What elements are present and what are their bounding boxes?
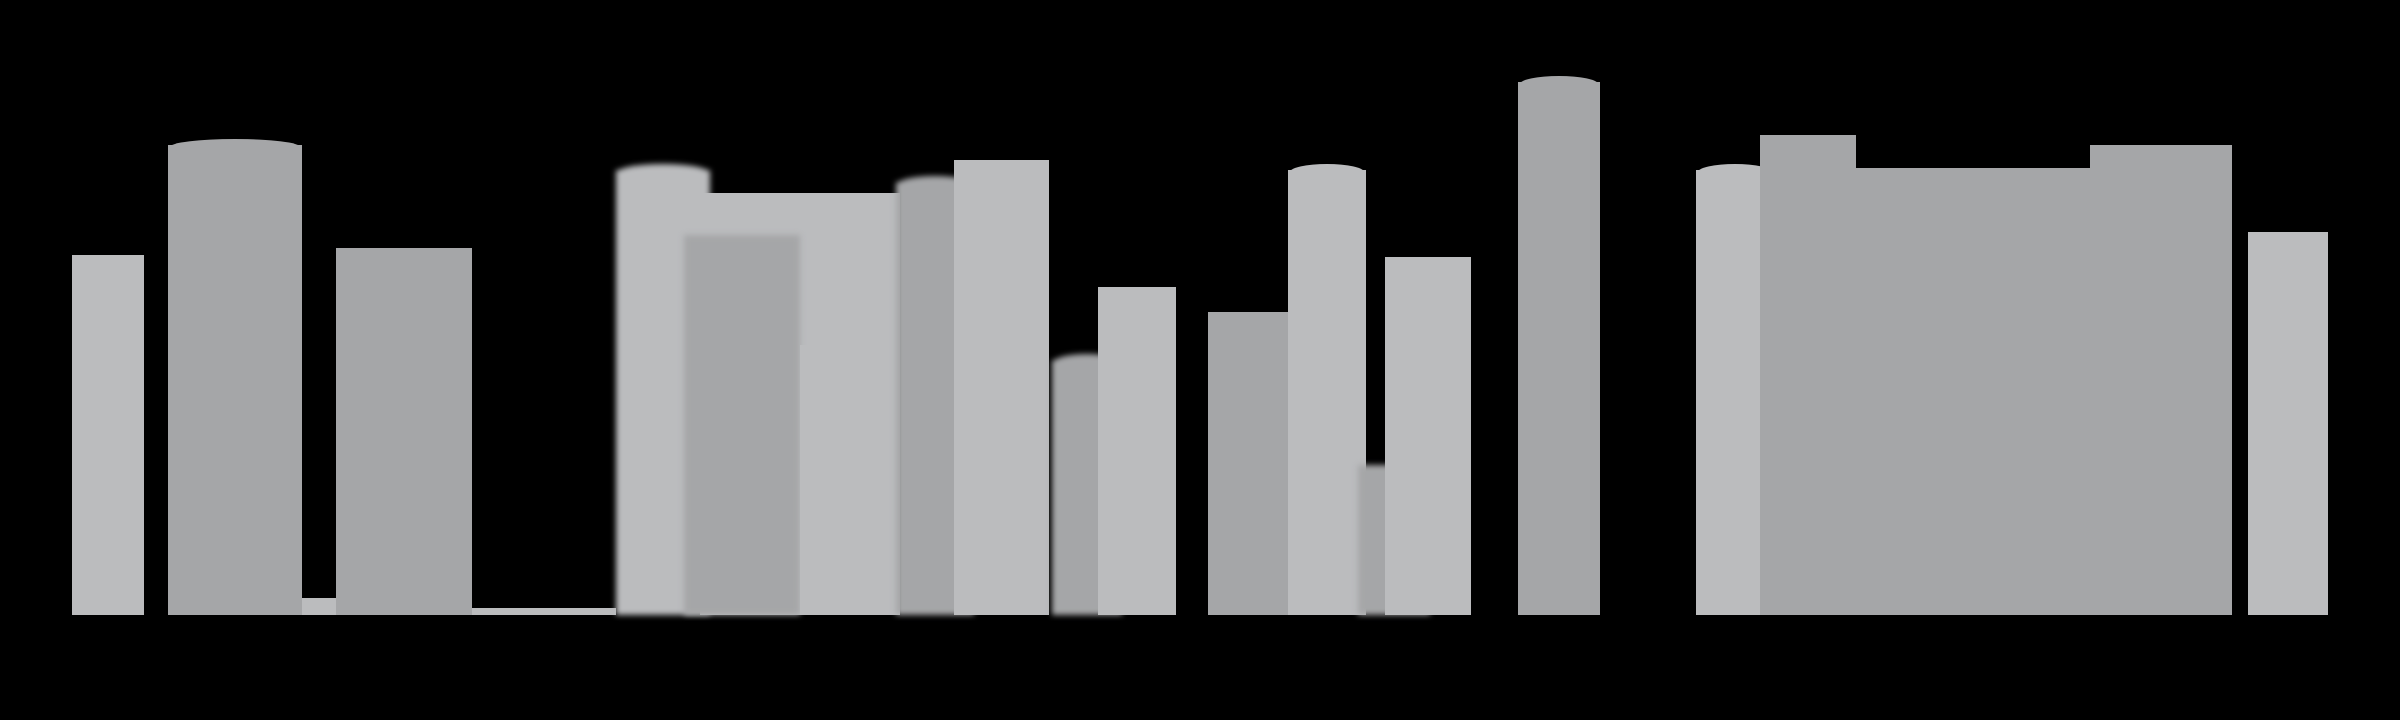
- tower-18: [1518, 76, 1600, 615]
- tower-04: [336, 248, 472, 615]
- tower-11: [954, 160, 1049, 615]
- tower-22: [2090, 145, 2232, 615]
- tower-02: [168, 139, 302, 615]
- tower-14: [1208, 312, 1288, 615]
- tower-01: [72, 255, 144, 615]
- tower-09: [800, 345, 888, 615]
- tower-15: [1288, 164, 1366, 615]
- tower-05: [472, 608, 616, 615]
- tower-17: [1385, 257, 1471, 615]
- tower-13: [1098, 287, 1176, 615]
- tower-23: [2248, 232, 2328, 615]
- tower-08: [684, 235, 800, 615]
